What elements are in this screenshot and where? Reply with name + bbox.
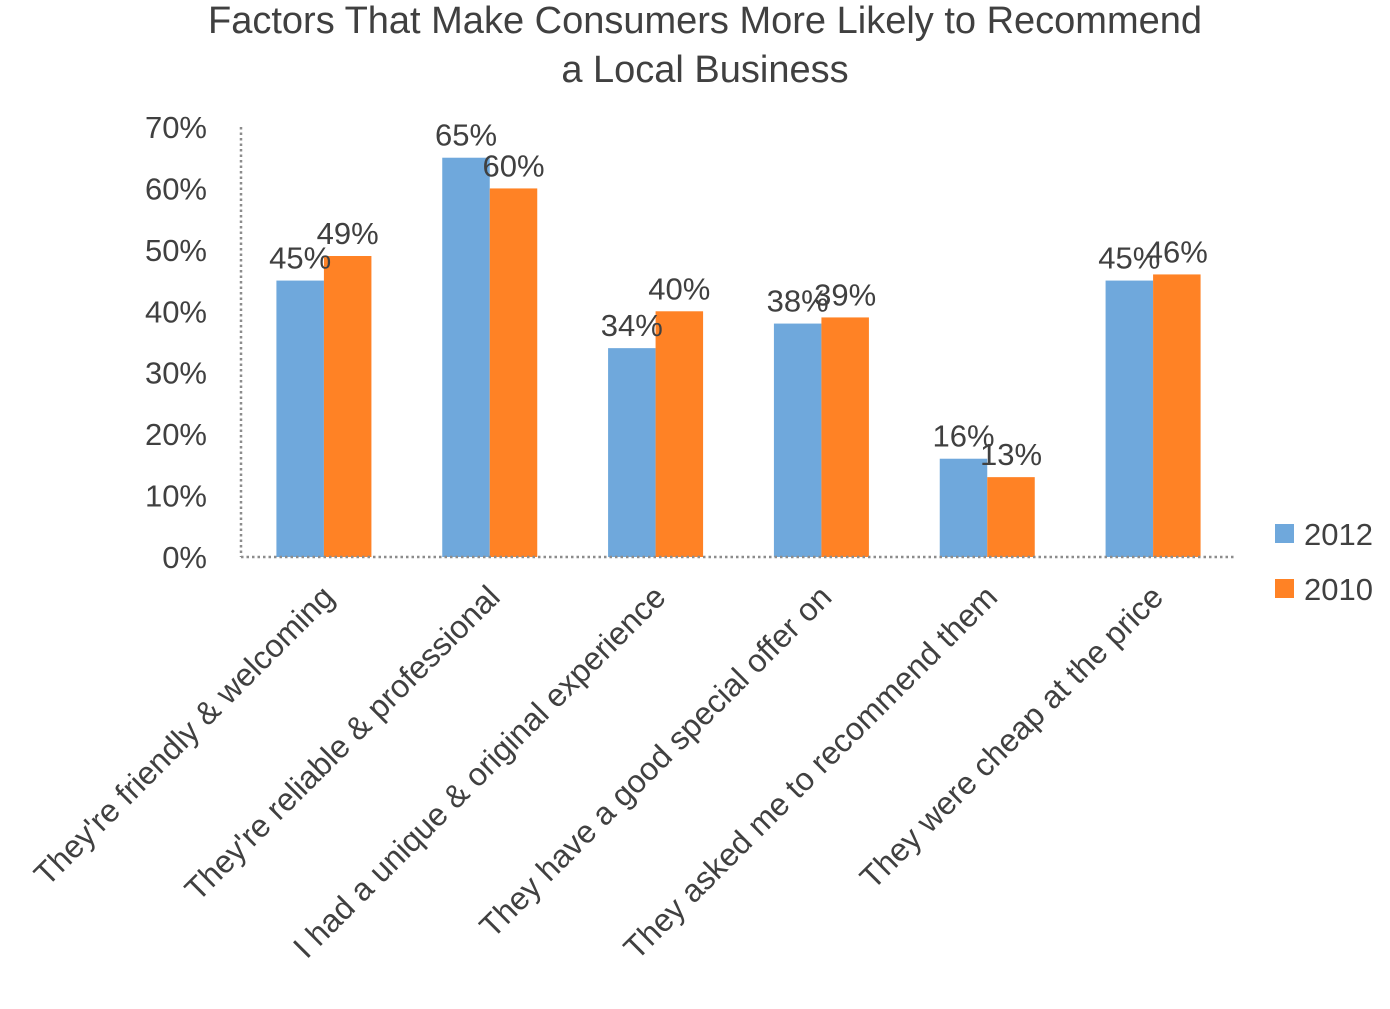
data-label-2010-1: 49% xyxy=(317,216,379,251)
legend-swatch-2012 xyxy=(1275,524,1294,543)
y-tick-label-60: 60% xyxy=(145,171,207,206)
bar-2012-4 xyxy=(773,323,822,557)
data-label-2012-2: 65% xyxy=(435,118,497,153)
category-label-6: They were cheap at the price xyxy=(853,578,1170,895)
bar-2010-6 xyxy=(1153,274,1201,557)
bars-group xyxy=(276,157,1201,557)
bar-2010-4 xyxy=(821,317,869,557)
legend: 2012 2010 xyxy=(1275,517,1373,607)
bar-2012-3 xyxy=(608,348,656,557)
bar-2010-3 xyxy=(655,311,704,557)
data-label-2012-6: 45% xyxy=(1098,241,1160,276)
bar-2010-1 xyxy=(323,256,372,557)
category-label-4: They have a good special offer on xyxy=(472,578,838,944)
axes-group: 0% 10% 20% 30% 40% 50% 60% 70% xyxy=(145,110,1236,575)
data-label-2010-5: 13% xyxy=(980,437,1042,472)
data-label-2012-5: 16% xyxy=(932,419,994,454)
bar-2012-5 xyxy=(939,458,988,557)
y-tick-label-70: 70% xyxy=(145,110,207,145)
data-label-2010-6: 46% xyxy=(1146,234,1208,269)
chart-title-line-1: Factors That Make Consumers More Likely … xyxy=(208,0,1202,42)
bar-2012-1 xyxy=(276,280,324,557)
legend-label-2012: 2012 xyxy=(1304,517,1373,552)
data-label-2012-4: 38% xyxy=(767,284,829,319)
y-tick-label-0: 0% xyxy=(162,540,207,575)
y-tick-label-40: 40% xyxy=(145,294,207,329)
data-label-2010-3: 40% xyxy=(648,271,710,306)
bar-2010-5 xyxy=(987,477,1035,557)
y-tick-label-50: 50% xyxy=(145,233,207,268)
chart-title-line-2: a Local Business xyxy=(561,49,848,91)
category-label-1: They're friendly & welcoming xyxy=(27,578,341,892)
data-label-2010-2: 60% xyxy=(482,148,544,183)
legend-label-2010: 2010 xyxy=(1304,572,1373,607)
data-label-2010-4: 39% xyxy=(814,277,876,312)
data-label-2012-1: 45% xyxy=(269,241,331,276)
category-label-2: They're reliable & professional xyxy=(178,578,507,907)
bar-2012-6 xyxy=(1105,280,1154,557)
category-label-3: I had a unique & original experience xyxy=(286,578,672,964)
data-label-2012-3: 34% xyxy=(601,308,663,343)
legend-swatch-2010 xyxy=(1275,579,1294,598)
bar-2010-2 xyxy=(489,188,538,557)
y-tick-label-20: 20% xyxy=(145,417,207,452)
y-tick-label-30: 30% xyxy=(145,356,207,391)
bar-2012-2 xyxy=(442,157,490,557)
y-tick-label-10: 10% xyxy=(145,479,207,514)
category-label-5: They asked me to recommend them xyxy=(617,578,1005,966)
